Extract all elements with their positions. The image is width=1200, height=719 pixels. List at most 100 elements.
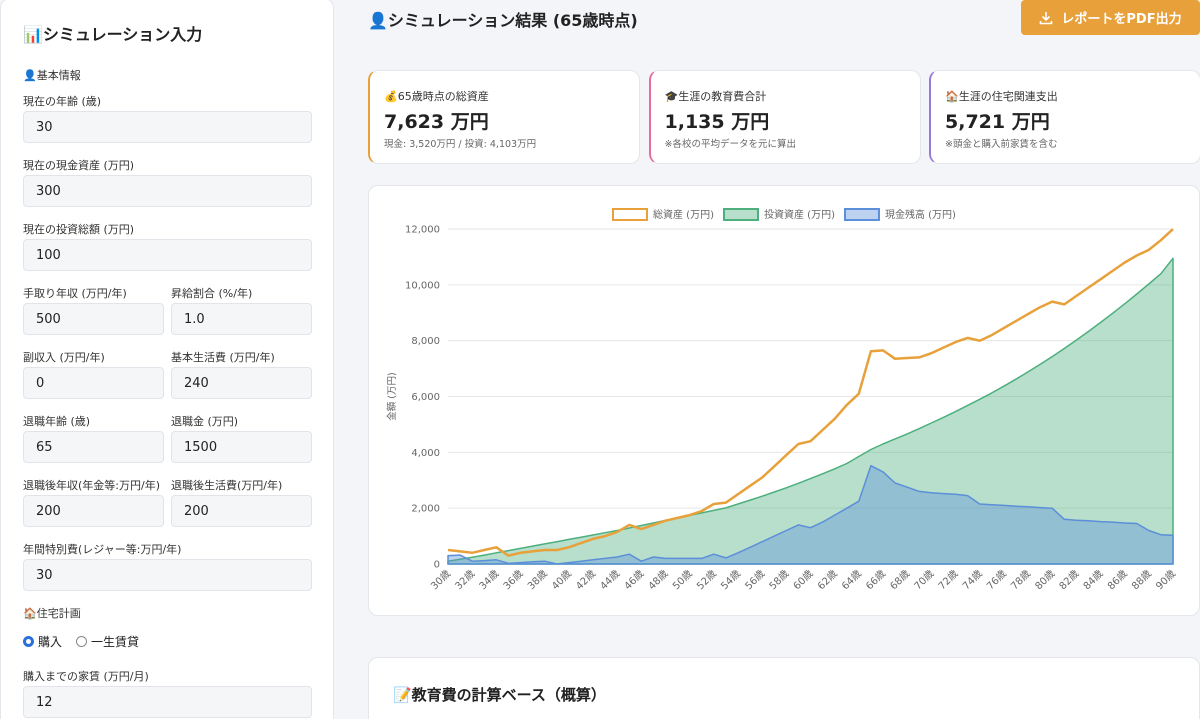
summary-card: 🎓生涯の教育費合計 1,135 万円 ※各校の平均データを元に算出 [648, 70, 921, 164]
legend-label: 投資資産 (万円) [764, 208, 835, 221]
pdf-button[interactable]: レポートをPDF出力 [1021, 0, 1200, 35]
x-tick-label: 84歳 [1081, 568, 1106, 593]
x-tick-label: 36歳 [501, 568, 526, 593]
legend-swatch [612, 208, 648, 221]
x-tick-label: 88歳 [1129, 568, 1154, 593]
card-value: 5,721 万円 [945, 111, 1050, 133]
input[interactable]: 65 [23, 431, 164, 463]
x-tick-label: 70歳 [912, 568, 937, 593]
chart-card: 0 2,000 4,000 6,000 8,000 10,000 12,000 金額 (万円)… [368, 185, 1200, 616]
x-tick-label: 44歳 [598, 568, 623, 593]
x-tick-label: 60歳 [791, 568, 816, 593]
y-tick-label: 8,000 [411, 336, 440, 347]
card-note: 現金: 3,520万円 / 投資: 4,103万円 [384, 139, 537, 150]
card-label: 💰65歳時点の総資産 [384, 90, 489, 103]
input[interactable]: 30 [23, 111, 312, 143]
card-note: ※各校の平均データを元に算出 [664, 139, 796, 150]
x-tick-label: 34歳 [477, 568, 502, 593]
field-label: 基本生活費 (万円/年) [171, 351, 275, 364]
input[interactable]: 1500 [171, 431, 312, 463]
y-axis-label: 金額 (万円) [386, 372, 398, 420]
field-label: 購入までの家賃 (万円/月) [23, 670, 149, 683]
sidebar-title: 📊シミュレーション入力 [23, 25, 203, 44]
field-label: 手取り年収 (万円/年) [23, 287, 127, 300]
legend-label: 総資産 (万円) [653, 208, 714, 221]
input[interactable]: 500 [23, 303, 164, 335]
education-card: 📝教育費の計算ベース（概算） [368, 657, 1200, 719]
y-tick-label: 6,000 [411, 392, 440, 403]
area [447, 257, 1174, 565]
field-label: 退職後生活費(万円/年) [171, 479, 283, 492]
x-tick-label: 74歳 [960, 568, 985, 593]
radio-label[interactable]: 購入 [38, 635, 63, 649]
card-note: ※頭金と購入前家賃を含む [945, 139, 1058, 150]
radio[interactable] [23, 636, 34, 647]
x-tick-label: 58歳 [767, 568, 792, 593]
legend-swatch [843, 208, 880, 221]
area [447, 464, 1174, 565]
x-tick-label: 38歳 [525, 568, 550, 593]
page-title: 👤シミュレーション結果 (65歳時点) [368, 11, 638, 30]
x-tick-label: 68歳 [888, 568, 913, 593]
x-tick-label: 48歳 [646, 568, 671, 593]
x-tick-label: 52歳 [694, 568, 719, 593]
legend-swatch [722, 208, 759, 221]
field-label: 副収入 (万円/年) [23, 351, 105, 364]
y-tick-label: 0 [434, 560, 440, 571]
field-label: 退職後年収(年金等:万円/年) [23, 479, 160, 492]
radio-label[interactable]: 一生賃貸 [91, 635, 140, 649]
input[interactable]: 100 [23, 239, 312, 271]
field-label: 現在の投資総額 (万円) [23, 223, 135, 236]
x-tick-label: 66歳 [864, 568, 889, 593]
x-tick-label: 72歳 [936, 568, 961, 593]
download-icon [1040, 11, 1053, 24]
field-label: 現在の年齢 (歳) [23, 95, 102, 108]
card-value: 7,623 万円 [384, 111, 489, 133]
input[interactable]: 12 [23, 686, 312, 718]
input[interactable]: 200 [171, 495, 312, 527]
section-heading: 🏠住宅計画 [23, 607, 81, 620]
x-tick-label: 86歳 [1105, 568, 1130, 593]
x-tick-label: 78歳 [1009, 568, 1034, 593]
button-label[interactable]: レポートをPDF出力 [1061, 12, 1182, 27]
input[interactable]: 300 [23, 175, 312, 207]
line [447, 228, 1174, 557]
field-label: 退職年齢 (歳) [23, 415, 91, 428]
section-title: 📝教育費の計算ベース（概算） [393, 686, 606, 704]
x-tick-label: 64歳 [839, 568, 864, 593]
x-tick-label: 54歳 [719, 568, 744, 593]
card-value: 1,135 万円 [664, 111, 770, 133]
x-tick-label: 80歳 [1033, 568, 1058, 593]
y-tick-label: 4,000 [411, 448, 440, 459]
x-tick-label: 56歳 [743, 568, 768, 593]
summary-card: 🏠生涯の住宅関連支出 5,721 万円 ※頭金と購入前家賃を含む [929, 70, 1200, 164]
field-label: 退職金 (万円) [171, 415, 239, 428]
input[interactable]: 1.0 [171, 303, 312, 335]
x-tick-label: 62歳 [815, 568, 840, 593]
input[interactable]: 30 [23, 559, 312, 591]
card-label: 🏠生涯の住宅関連支出 [945, 90, 1058, 103]
y-tick-label: 12,000 [405, 225, 440, 236]
x-tick-label: 30歳 [429, 568, 454, 593]
x-tick-label: 90歳 [1154, 568, 1179, 593]
input[interactable]: 0 [23, 367, 164, 399]
x-tick-label: 76歳 [984, 568, 1009, 593]
x-tick-label: 46歳 [622, 568, 647, 593]
chart: 0 2,000 4,000 6,000 8,000 10,000 12,000 金額 (万円)… [386, 208, 1179, 593]
x-tick-label: 50歳 [670, 568, 695, 593]
y-tick-label: 2,000 [411, 504, 440, 515]
input[interactable]: 240 [171, 367, 312, 399]
x-tick-label: 40歳 [549, 568, 574, 593]
sidebar: 📊シミュレーション入力 👤基本情報 🏠住宅計画 購入 一生賃貸 購入までの家賃 … [0, 0, 334, 719]
x-tick-label: 32歳 [453, 568, 478, 593]
input[interactable]: 200 [23, 495, 164, 527]
field-label: 年間特別費(レジャー等:万円/年) [23, 543, 182, 556]
y-tick-label: 10,000 [405, 280, 440, 291]
radio[interactable] [76, 636, 88, 647]
summary-card: 💰65歳時点の総資産 7,623 万円現金: 3,520万円 / 投資: 4,10… [368, 70, 640, 164]
card-label: 🎓生涯の教育費合計 [664, 90, 767, 103]
field-label: 昇給割合 (%/年) [171, 287, 253, 300]
field-label: 現在の現金資産 (万円) [23, 159, 135, 172]
legend-label: 現金残高 (万円) [885, 208, 956, 221]
